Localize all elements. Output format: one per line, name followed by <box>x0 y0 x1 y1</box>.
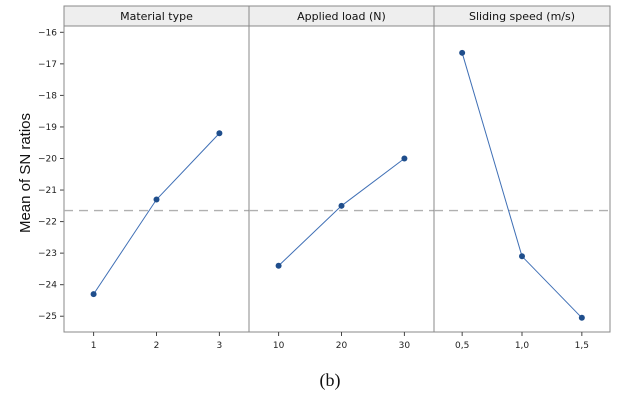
panel-title: Material type <box>120 10 193 23</box>
x-tick-label: 10 <box>273 341 285 351</box>
y-axis: −16 −17 −18 −19 −20 −21 −22 −23 −24 −25 <box>38 28 64 322</box>
y-tick-label: −25 <box>38 312 57 322</box>
panels: Material type 1 2 3 Applied load (N) 10 20 30 Sl… <box>63 5 611 351</box>
x-tick-label: 0,5 <box>455 341 469 351</box>
x-tick-label: 1 <box>91 341 97 351</box>
panel-frame <box>433 25 611 333</box>
data-point <box>578 314 585 321</box>
series-line <box>278 158 405 267</box>
series-line <box>93 132 220 295</box>
data-point <box>401 155 408 162</box>
data-point <box>90 291 97 298</box>
x-tick-label: 3 <box>217 341 223 351</box>
x-tick-label: 2 <box>154 341 160 351</box>
panel: Material type 1 2 3 <box>63 5 250 351</box>
data-point <box>338 202 345 209</box>
x-tick-label: 20 <box>336 341 348 351</box>
panel-title: Applied load (N) <box>297 10 386 23</box>
x-tick-label: 1,0 <box>515 341 530 351</box>
y-tick-label: −20 <box>38 154 57 164</box>
y-tick-label: −23 <box>38 249 57 259</box>
series-line <box>461 52 583 319</box>
panel-frame <box>63 25 250 333</box>
data-point <box>459 49 466 56</box>
y-tick-label: −18 <box>38 91 57 101</box>
figure-caption: (b) <box>320 370 341 391</box>
data-point <box>216 130 223 137</box>
y-tick-label: −21 <box>38 186 57 196</box>
y-tick-label: −19 <box>38 123 57 133</box>
y-axis-label: Mean of SN ratios <box>17 113 34 233</box>
x-tick-label: 30 <box>399 341 411 351</box>
y-tick-label: −16 <box>38 28 57 38</box>
data-point <box>275 262 282 269</box>
y-tick-label: −22 <box>38 218 57 228</box>
y-tick-label: −17 <box>38 60 57 70</box>
panel-frame <box>248 25 435 333</box>
y-tick-label: −24 <box>38 281 57 291</box>
x-tick-label: 1,5 <box>575 341 589 351</box>
panel: Applied load (N) 10 20 30 <box>248 5 435 351</box>
data-point <box>153 196 160 203</box>
panel-title: Sliding speed (m/s) <box>469 10 575 23</box>
data-point <box>519 253 525 260</box>
panel: Sliding speed (m/s) 0,5 1,0 1,5 <box>433 5 611 351</box>
